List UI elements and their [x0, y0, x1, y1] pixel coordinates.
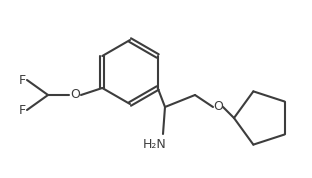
Text: O: O [213, 101, 223, 114]
Text: F: F [18, 103, 26, 116]
Text: H₂N: H₂N [143, 138, 167, 151]
Text: F: F [18, 74, 26, 87]
Text: O: O [70, 88, 80, 101]
